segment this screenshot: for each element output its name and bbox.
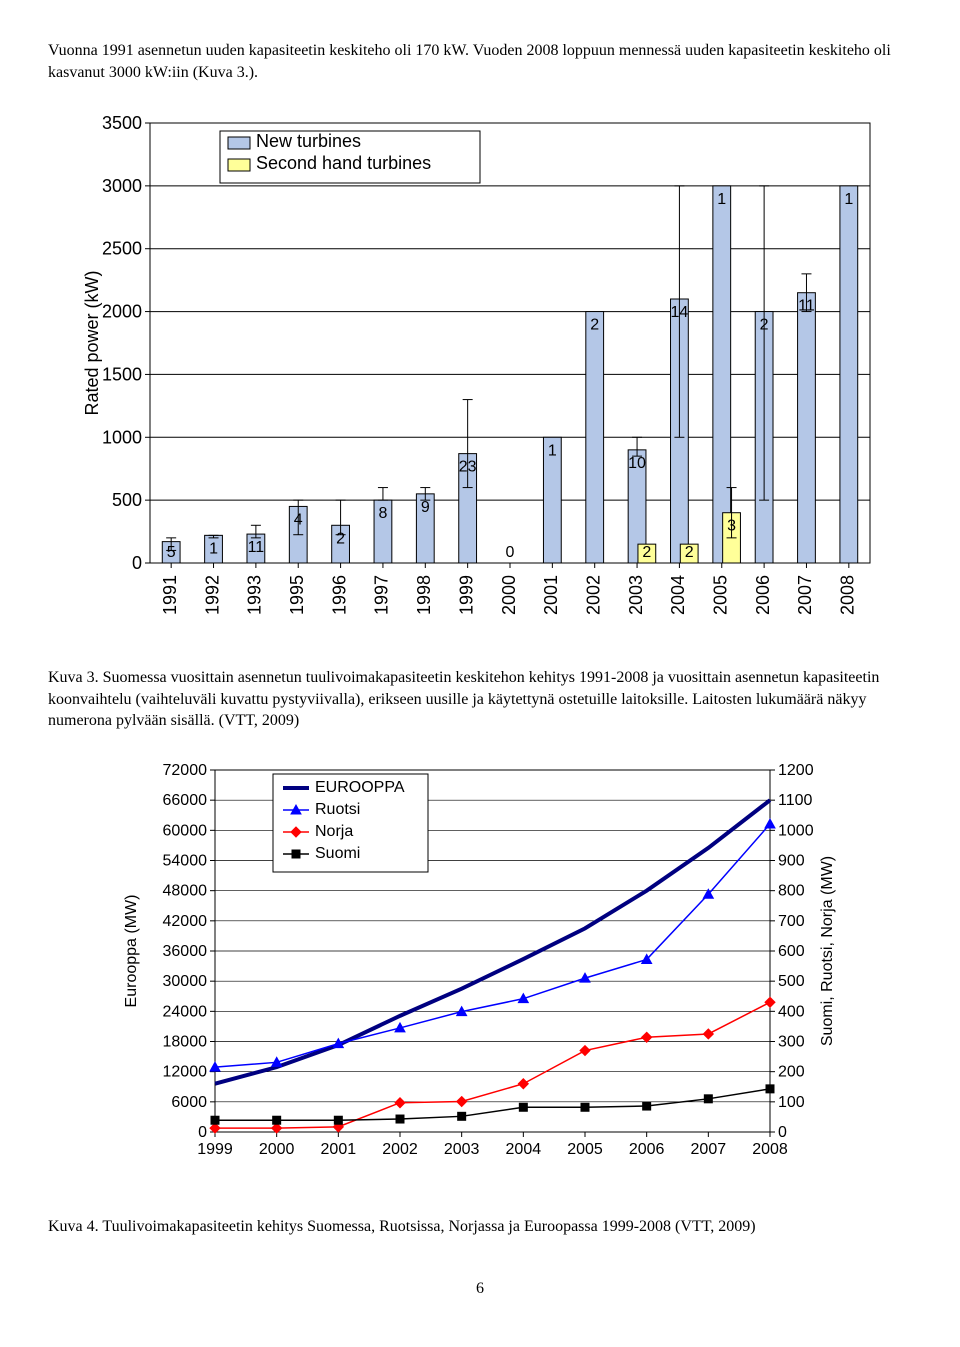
svg-text:2006: 2006 — [753, 575, 773, 615]
svg-text:Second hand turbines: Second hand turbines — [256, 153, 431, 173]
svg-text:200: 200 — [778, 1064, 805, 1081]
svg-text:2: 2 — [685, 544, 694, 561]
svg-text:42000: 42000 — [163, 913, 208, 930]
svg-text:300: 300 — [778, 1033, 805, 1050]
svg-text:1100: 1100 — [778, 792, 813, 809]
svg-text:2002: 2002 — [382, 1141, 418, 1158]
svg-text:900: 900 — [778, 852, 805, 869]
svg-text:2005: 2005 — [567, 1141, 603, 1158]
svg-text:3500: 3500 — [102, 113, 142, 133]
svg-text:1200: 1200 — [778, 762, 814, 779]
svg-text:2006: 2006 — [629, 1141, 665, 1158]
svg-text:2001: 2001 — [321, 1141, 357, 1158]
svg-text:2000: 2000 — [259, 1141, 295, 1158]
svg-text:500: 500 — [778, 973, 805, 990]
svg-text:2003: 2003 — [444, 1141, 480, 1158]
chart-1-container: 0 500 1000 1500 2000 2500 3000 3500 Rated power … — [48, 103, 912, 643]
svg-text:14: 14 — [671, 304, 689, 321]
svg-text:1997: 1997 — [372, 575, 392, 615]
svg-text:2003: 2003 — [626, 575, 646, 615]
svg-text:11: 11 — [798, 298, 815, 315]
svg-text:Suomi: Suomi — [315, 845, 360, 862]
svg-text:60000: 60000 — [163, 822, 208, 839]
svg-text:1: 1 — [548, 442, 557, 459]
svg-text:1998: 1998 — [414, 575, 434, 615]
caption-2: Kuva 4. Tuulivoimakapasiteetin kehitys S… — [48, 1216, 912, 1238]
svg-text:1993: 1993 — [245, 575, 265, 615]
svg-text:1000: 1000 — [778, 822, 814, 839]
svg-text:2: 2 — [760, 317, 769, 334]
svg-text:2005: 2005 — [711, 575, 731, 615]
svg-text:2007: 2007 — [691, 1141, 727, 1158]
svg-text:700: 700 — [778, 913, 805, 930]
svg-text:10: 10 — [628, 455, 646, 472]
svg-text:2008: 2008 — [838, 575, 858, 615]
svg-text:23: 23 — [459, 459, 477, 476]
svg-text:EUROOPPA: EUROOPPA — [315, 779, 405, 796]
svg-text:Norja: Norja — [315, 823, 353, 840]
svg-text:3000: 3000 — [102, 176, 142, 196]
svg-text:1: 1 — [844, 191, 853, 208]
svg-text:5: 5 — [167, 544, 176, 561]
svg-text:Eurooppa (MW): Eurooppa (MW) — [123, 895, 140, 1008]
svg-text:2: 2 — [642, 544, 651, 561]
svg-text:2008: 2008 — [752, 1141, 788, 1158]
svg-text:2001: 2001 — [541, 575, 561, 615]
svg-text:8: 8 — [378, 505, 387, 522]
svg-text:30000: 30000 — [163, 973, 208, 990]
svg-text:12000: 12000 — [163, 1064, 208, 1081]
svg-text:1000: 1000 — [102, 427, 142, 447]
svg-text:1: 1 — [717, 191, 726, 208]
svg-text:9: 9 — [421, 499, 430, 516]
svg-text:1996: 1996 — [329, 575, 349, 615]
svg-text:100: 100 — [778, 1094, 805, 1111]
svg-text:2004: 2004 — [506, 1141, 542, 1158]
caption-1: Kuva 3. Suomessa vuosittain asennetun tu… — [48, 667, 912, 732]
svg-text:6000: 6000 — [171, 1094, 207, 1111]
svg-text:0: 0 — [198, 1124, 207, 1141]
page-number: 6 — [48, 1278, 912, 1300]
svg-text:1991: 1991 — [160, 575, 180, 615]
svg-text:48000: 48000 — [163, 883, 208, 900]
intro-paragraph: Vuonna 1991 asennetun uuden kapasiteetin… — [48, 40, 912, 83]
svg-text:0: 0 — [132, 553, 142, 573]
svg-text:3: 3 — [727, 518, 736, 535]
svg-text:500: 500 — [112, 490, 142, 510]
svg-text:2: 2 — [590, 317, 599, 334]
svg-text:72000: 72000 — [163, 762, 208, 779]
svg-text:Ruotsi: Ruotsi — [315, 801, 360, 818]
svg-text:36000: 36000 — [163, 943, 208, 960]
svg-text:1500: 1500 — [102, 365, 142, 385]
svg-text:4: 4 — [294, 512, 303, 529]
svg-text:54000: 54000 — [163, 852, 208, 869]
svg-text:24000: 24000 — [163, 1003, 208, 1020]
svg-text:400: 400 — [778, 1003, 805, 1020]
svg-text:2: 2 — [336, 530, 345, 547]
svg-text:11: 11 — [248, 539, 265, 556]
svg-text:2000: 2000 — [499, 575, 519, 615]
svg-text:2002: 2002 — [583, 575, 603, 615]
svg-text:New turbines: New turbines — [256, 131, 361, 151]
svg-text:1: 1 — [209, 541, 218, 558]
svg-text:1995: 1995 — [287, 575, 307, 615]
svg-text:Suomi, Ruotsi, Norja (MW): Suomi, Ruotsi, Norja (MW) — [819, 856, 836, 1046]
svg-text:66000: 66000 — [163, 792, 208, 809]
svg-text:0: 0 — [778, 1124, 787, 1141]
chart-2: 0600012000180002400030000360004200048000… — [110, 752, 850, 1192]
svg-text:2007: 2007 — [795, 575, 815, 615]
svg-text:1992: 1992 — [202, 575, 222, 615]
svg-text:Rated power (kW): Rated power (kW) — [82, 271, 102, 416]
svg-text:2000: 2000 — [102, 302, 142, 322]
chart-2-container: 0600012000180002400030000360004200048000… — [48, 752, 912, 1192]
svg-text:18000: 18000 — [163, 1033, 208, 1050]
svg-text:0: 0 — [506, 544, 515, 561]
svg-text:2500: 2500 — [102, 239, 142, 259]
svg-text:600: 600 — [778, 943, 805, 960]
svg-text:1999: 1999 — [456, 575, 476, 615]
svg-text:800: 800 — [778, 883, 805, 900]
svg-text:2004: 2004 — [668, 575, 688, 615]
chart-1: 0 500 1000 1500 2000 2500 3000 3500 Rated power … — [80, 103, 880, 643]
svg-text:1999: 1999 — [197, 1141, 233, 1158]
